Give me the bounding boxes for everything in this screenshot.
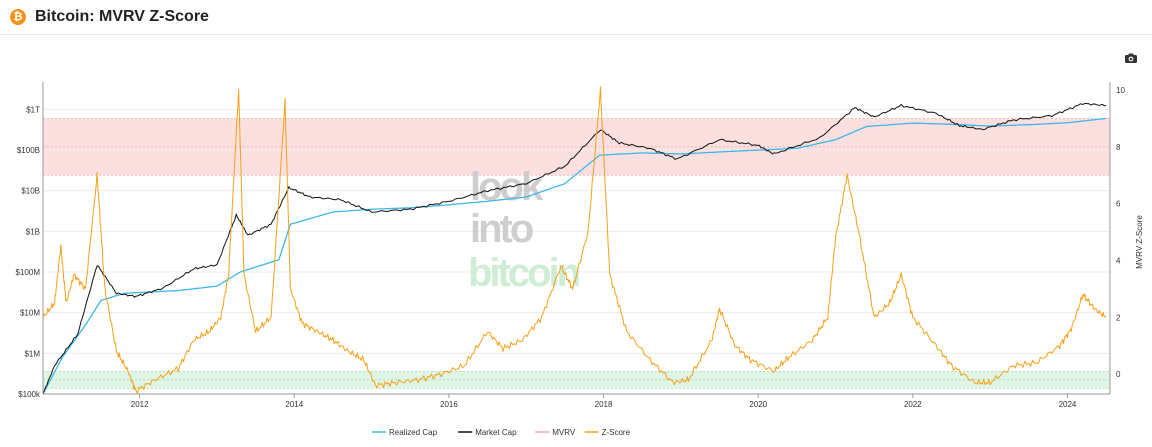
left-tick-label: $1B	[26, 227, 40, 236]
legend: Realized Cap Market Cap MVRV Z-Score	[372, 428, 631, 437]
right-tick-label: 4	[1116, 256, 1121, 265]
left-tick-label: $1T	[26, 105, 40, 114]
x-tick-label: 2018	[595, 400, 613, 409]
left-tick-label: $10M	[20, 309, 40, 318]
left-tick-label: $100B	[17, 146, 40, 155]
mvrv-zscore-chart: look into bitcoin $100k$1M$10M$100M$1B$1…	[16, 82, 1144, 437]
page-title: Bitcoin: MVRV Z-Score	[35, 8, 209, 25]
x-tick-label: 2014	[285, 400, 303, 409]
series-lines	[42, 86, 1107, 395]
x-tick-label: 2016	[440, 400, 458, 409]
series-line-realized-cap	[42, 117, 1107, 395]
legend-label: MVRV	[552, 428, 576, 437]
watermark-bitcoin: bitcoin	[468, 251, 579, 295]
legend-label: Realized Cap	[389, 428, 438, 437]
right-tick-label: 2	[1116, 313, 1121, 322]
x-tick-label: 2020	[749, 400, 767, 409]
left-tick-label: $10B	[21, 187, 40, 196]
left-tick-label: $1M	[24, 349, 40, 358]
right-tick-label: 10	[1116, 86, 1125, 95]
legend-label: Market Cap	[475, 428, 517, 437]
x-tick-label: 2012	[131, 400, 149, 409]
series-line-z-score	[42, 86, 1107, 395]
x-tick-label: 2024	[1059, 400, 1077, 409]
left-tick-label: $100k	[18, 390, 41, 399]
axes: $100k $1M $10M $100M $1B $10B $100B $1T 0 2 4 6 8 10 2…	[16, 82, 1144, 409]
right-axis-title: MVRV Z-Score	[1135, 215, 1144, 269]
series-line-market-cap	[42, 102, 1107, 395]
right-tick-label: 0	[1116, 370, 1121, 379]
watermark-into: into	[470, 207, 533, 251]
legend-label: Z-Score	[602, 428, 631, 437]
bitcoin-logo-icon: ₿	[10, 9, 26, 25]
right-tick-label: 6	[1116, 200, 1121, 209]
chart-header: ₿ Bitcoin: MVRV Z-Score	[0, 0, 1152, 35]
zone-bands	[43, 118, 1110, 389]
x-tick-label: 2022	[904, 400, 922, 409]
camera-icon[interactable]	[1124, 51, 1138, 65]
left-tick-label: $100M	[16, 268, 41, 277]
right-tick-label: 8	[1116, 143, 1121, 152]
